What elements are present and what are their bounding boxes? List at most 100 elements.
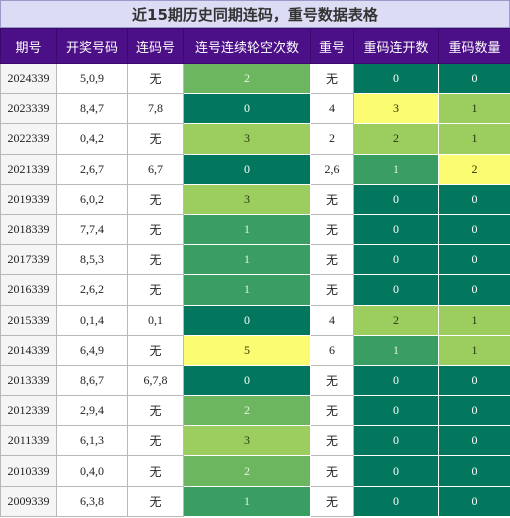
period-cell: 2013339 <box>0 364 57 397</box>
repeat-open-cell: 0 <box>353 62 439 95</box>
repeat-cell: 无 <box>310 425 354 457</box>
table-row: 2009339 6,3,8 无 1 无 0 0 <box>0 485 510 517</box>
repeat-count-cell: 0 <box>438 455 510 487</box>
repeat-open-cell: 0 <box>353 425 439 457</box>
repeat-cell: 无 <box>310 455 354 487</box>
numbers-cell: 2,6,7 <box>56 153 128 185</box>
numbers-cell: 8,6,7 <box>56 364 128 397</box>
period-cell: 2015339 <box>0 304 57 336</box>
table-row: 2012339 2,9,4 无 2 无 0 0 <box>0 395 510 427</box>
period-cell: 2010339 <box>0 455 57 487</box>
repeat-cell: 2,6 <box>310 153 354 185</box>
numbers-cell: 6,1,3 <box>56 425 128 457</box>
repeat-open-cell: 0 <box>353 274 439 306</box>
consecutive-cell: 无 <box>127 183 184 215</box>
repeat-count-cell: 0 <box>438 213 510 246</box>
table-row: 2022339 0,4,2 无 3 2 2 1 <box>0 123 510 155</box>
consecutive-cell: 无 <box>127 395 184 427</box>
numbers-cell: 2,6,2 <box>56 274 128 306</box>
consecutive-miss-cell: 3 <box>183 183 311 215</box>
consecutive-cell: 7,8 <box>127 93 184 125</box>
repeat-count-cell: 0 <box>438 364 510 397</box>
consecutive-miss-cell: 2 <box>183 455 311 487</box>
numbers-cell: 5,0,9 <box>56 62 128 95</box>
numbers-cell: 7,7,4 <box>56 213 128 246</box>
consecutive-miss-cell: 3 <box>183 425 311 457</box>
period-cell: 2024339 <box>0 62 57 95</box>
repeat-open-cell: 0 <box>353 485 439 517</box>
table-row: 2016339 2,6,2 无 1 无 0 0 <box>0 274 510 306</box>
table-row: 2011339 6,1,3 无 3 无 0 0 <box>0 425 510 457</box>
consecutive-miss-cell: 1 <box>183 213 311 246</box>
repeat-cell: 4 <box>310 304 354 336</box>
header-consecutive-miss: 连号连续轮空次数 <box>183 28 311 64</box>
header-period: 期号 <box>0 28 57 64</box>
consecutive-miss-cell: 0 <box>183 93 311 125</box>
consecutive-cell: 无 <box>127 425 184 457</box>
repeat-open-cell: 2 <box>353 123 439 155</box>
period-cell: 2012339 <box>0 395 57 427</box>
consecutive-cell: 无 <box>127 485 184 517</box>
table-row: 2019339 6,0,2 无 3 无 0 0 <box>0 183 510 215</box>
numbers-cell: 6,4,9 <box>56 334 128 366</box>
repeat-open-cell: 0 <box>353 455 439 487</box>
repeat-count-cell: 0 <box>438 395 510 427</box>
table-row: 2023339 8,4,7 7,8 0 4 3 1 <box>0 93 510 125</box>
repeat-open-cell: 3 <box>353 93 439 125</box>
table-row: 2010339 0,4,0 无 2 无 0 0 <box>0 455 510 487</box>
header-consecutive: 连码号 <box>127 28 184 64</box>
consecutive-miss-cell: 3 <box>183 123 311 155</box>
consecutive-miss-cell: 0 <box>183 364 311 397</box>
period-cell: 2016339 <box>0 274 57 306</box>
consecutive-cell: 无 <box>127 334 184 366</box>
repeat-cell: 无 <box>310 395 354 427</box>
repeat-count-cell: 0 <box>438 274 510 306</box>
repeat-open-cell: 0 <box>353 213 439 246</box>
repeat-open-cell: 1 <box>353 334 439 366</box>
consecutive-miss-cell: 1 <box>183 485 311 517</box>
consecutive-miss-cell: 2 <box>183 395 311 427</box>
table-row: 2021339 2,6,7 6,7 0 2,6 1 2 <box>0 153 510 185</box>
consecutive-cell: 无 <box>127 244 184 276</box>
consecutive-miss-cell: 5 <box>183 334 311 366</box>
repeat-cell: 6 <box>310 334 354 366</box>
consecutive-cell: 0,1 <box>127 304 184 336</box>
repeat-cell: 2 <box>310 123 354 155</box>
numbers-cell: 6,3,8 <box>56 485 128 517</box>
repeat-open-cell: 0 <box>353 183 439 215</box>
repeat-cell: 无 <box>310 62 354 95</box>
numbers-cell: 0,4,0 <box>56 455 128 487</box>
repeat-cell: 无 <box>310 183 354 215</box>
consecutive-cell: 无 <box>127 213 184 246</box>
repeat-count-cell: 0 <box>438 62 510 95</box>
period-cell: 2017339 <box>0 244 57 276</box>
period-cell: 2023339 <box>0 93 57 125</box>
consecutive-cell: 无 <box>127 123 184 155</box>
header-repeat-open: 重码连开数 <box>353 28 439 64</box>
period-cell: 2018339 <box>0 213 57 246</box>
consecutive-miss-cell: 1 <box>183 274 311 306</box>
header-repeat: 重号 <box>310 28 354 64</box>
repeat-count-cell: 1 <box>438 304 510 336</box>
repeat-open-cell: 0 <box>353 395 439 427</box>
repeat-count-cell: 0 <box>438 485 510 517</box>
numbers-cell: 8,5,3 <box>56 244 128 276</box>
consecutive-miss-cell: 2 <box>183 62 311 95</box>
table-row: 2015339 0,1,4 0,1 0 4 2 1 <box>0 304 510 336</box>
repeat-cell: 无 <box>310 364 354 397</box>
table-row: 2018339 7,7,4 无 1 无 0 0 <box>0 213 510 246</box>
repeat-open-cell: 0 <box>353 244 439 276</box>
period-cell: 2019339 <box>0 183 57 215</box>
period-cell: 2014339 <box>0 334 57 366</box>
repeat-count-cell: 2 <box>438 153 510 185</box>
repeat-open-cell: 0 <box>353 364 439 397</box>
table-body: 2024339 5,0,9 无 2 无 0 0 2023339 8,4,7 7,8 0 4 3 1 2022… <box>0 62 510 517</box>
consecutive-cell: 6,7 <box>127 153 184 185</box>
numbers-cell: 0,1,4 <box>56 304 128 336</box>
repeat-count-cell: 1 <box>438 334 510 366</box>
repeat-open-cell: 1 <box>353 153 439 185</box>
numbers-cell: 8,4,7 <box>56 93 128 125</box>
consecutive-cell: 无 <box>127 62 184 95</box>
table-title: 近15期历史同期连码，重号数据表格 <box>0 0 510 28</box>
repeat-cell: 无 <box>310 485 354 517</box>
